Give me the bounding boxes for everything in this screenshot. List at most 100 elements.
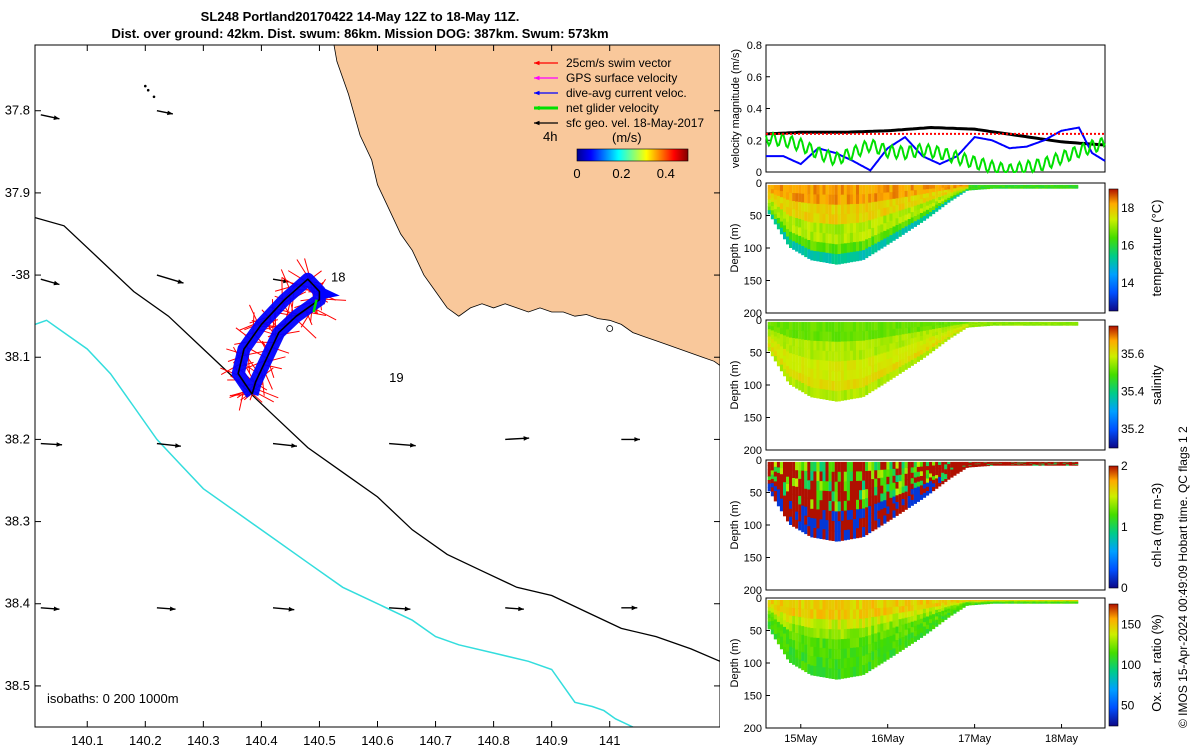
oxygen-cell: [813, 609, 817, 620]
legend-arrow-1-head: [534, 75, 540, 81]
chl-a-cell: [935, 478, 939, 483]
salinity-cell: [1002, 324, 1006, 326]
temperature-cell: [916, 219, 920, 225]
salinity-cell: [959, 321, 963, 324]
chl-a-cell: [852, 500, 857, 511]
chl-a-cell: [840, 510, 844, 522]
salinity-cell: [862, 349, 866, 360]
chl-a-cell: [865, 461, 869, 472]
temperature-cell: [779, 227, 784, 235]
chl-a-cell: [995, 464, 1000, 466]
chl-a-cell: [962, 467, 966, 469]
oxygen-cell: [956, 600, 960, 602]
salinity-cell: [776, 354, 781, 361]
salinity-cell: [868, 366, 872, 376]
salinity-cell: [783, 369, 787, 377]
chl-a-cell: [907, 490, 911, 497]
salinity-cell: [910, 327, 914, 334]
temperature-cell: [971, 188, 975, 190]
temperature-cell: [910, 190, 914, 197]
salinity-cell: [938, 328, 942, 332]
chl-a-cell: [971, 462, 975, 464]
salinity-cell: [1032, 324, 1036, 326]
chart-title-line2: Dist. over ground: 42km. Dist. swum: 86k…: [111, 26, 609, 41]
chl-a-cell: [849, 509, 854, 520]
salinity-cell: [1020, 324, 1024, 326]
salinity-cell: [856, 388, 860, 399]
temperature-cell: [932, 206, 936, 211]
temperature-cell: [944, 199, 948, 203]
temperature-cell: [1035, 184, 1039, 186]
temperature-cell: [950, 188, 954, 192]
oxygen-cell: [856, 618, 860, 629]
salinity-cell: [953, 330, 957, 333]
salinity-cell: [883, 352, 887, 361]
chl-a-cell: [862, 471, 866, 482]
chl-a-cell: [974, 461, 978, 463]
chl-a-cell: [913, 498, 917, 504]
chl-a-cell: [783, 475, 787, 483]
salinity-cell: [840, 351, 844, 362]
oxygen-colorbar: [1108, 603, 1119, 727]
chl-a-cell: [898, 500, 902, 508]
chl-a-cell: [977, 461, 981, 463]
temperature-cell: [825, 214, 829, 225]
temperature-cell: [801, 202, 805, 212]
oxygen-cell: [925, 600, 930, 605]
temperature-cell: [922, 184, 927, 190]
temperature-cell: [886, 199, 890, 208]
oxygen-cell: [922, 626, 927, 632]
temperature-cell: [925, 193, 930, 198]
temperature-cell: [789, 192, 793, 202]
chl-a-cell: [828, 491, 832, 502]
salinity-cell: [786, 366, 790, 374]
temperature-cell: [792, 225, 796, 234]
chl-a-cell: [874, 487, 878, 496]
salinity-cell: [898, 334, 902, 342]
oxygen-cell: [792, 632, 796, 641]
chl-a-cell: [789, 469, 793, 479]
salinity-cell: [804, 357, 808, 368]
chl-a-cell: [786, 491, 790, 500]
salinity-cell: [813, 331, 817, 342]
chl-a-cell: [889, 476, 893, 484]
salinity-cell: [877, 330, 881, 339]
temperature-cell: [825, 252, 829, 263]
salinity-cell: [874, 372, 878, 381]
salinity-cell: [859, 321, 863, 332]
temperature-cell: [941, 184, 945, 189]
temperature-cell: [816, 222, 820, 233]
salinity-cell: [810, 368, 814, 379]
chl-a-cell: [919, 476, 924, 482]
oxygen-cell: [846, 667, 850, 678]
salinity-cell: [898, 328, 902, 336]
temperature-cell: [828, 194, 832, 205]
oxygen-cell: [862, 609, 866, 620]
salinity-cell: [962, 324, 966, 327]
temperature-cell: [852, 232, 857, 243]
salinity-cell: [792, 370, 796, 379]
chl-a-cell: [865, 525, 869, 536]
salinity-cell: [779, 328, 784, 335]
oxygen-cell: [968, 604, 972, 606]
chl-a-cell: [922, 466, 927, 472]
salinity-cell: [971, 323, 975, 325]
chl-a-cell: [916, 496, 920, 502]
chl-a-cell: [947, 468, 951, 472]
chl-a-cell: [1002, 461, 1006, 463]
chl-a-cell: [935, 468, 939, 473]
chl-a-cell: [907, 467, 911, 474]
chl-a-cell: [971, 464, 975, 466]
temperature-cell: [1065, 187, 1070, 189]
temperature-cell: [801, 228, 805, 238]
temperature-cell: [822, 213, 826, 224]
oxygen-cell: [941, 619, 945, 623]
chl-a-cell: [1017, 464, 1021, 466]
oxygen-cell: [889, 607, 893, 615]
chl-a-cell: [1035, 464, 1039, 466]
salinity-cell: [810, 350, 814, 360]
temperature-cell: [810, 222, 814, 233]
oxygen-cell: [849, 609, 854, 620]
temperature-cell: [801, 211, 805, 221]
temperature-cell: [786, 221, 790, 230]
